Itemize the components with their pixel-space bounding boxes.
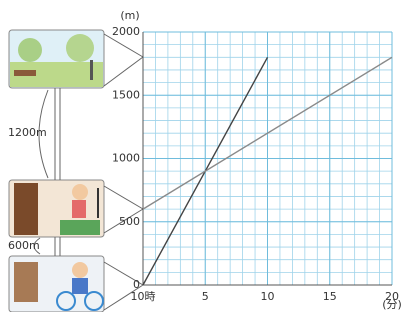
x-tick-label: 5	[202, 290, 209, 303]
x-tick-label: 10時	[131, 290, 156, 303]
bicycle-picture	[9, 256, 104, 312]
chart: 1200m 600m (m) (分) 050010001500200010時51…	[0, 0, 402, 312]
house-picture	[9, 180, 104, 237]
y-tick-label: 500	[119, 215, 140, 228]
x-tick-label: 10	[261, 290, 275, 303]
y-tick-label: 2000	[112, 25, 140, 38]
annotation: 1200m	[8, 126, 47, 139]
y-unit: (m)	[120, 9, 139, 22]
x-tick-label: 20	[385, 290, 399, 303]
y-tick-label: 1000	[112, 152, 140, 165]
y-tick-label: 1500	[112, 88, 140, 101]
annotation: 600m	[8, 239, 40, 252]
park-picture	[9, 30, 104, 88]
x-tick-label: 15	[323, 290, 337, 303]
